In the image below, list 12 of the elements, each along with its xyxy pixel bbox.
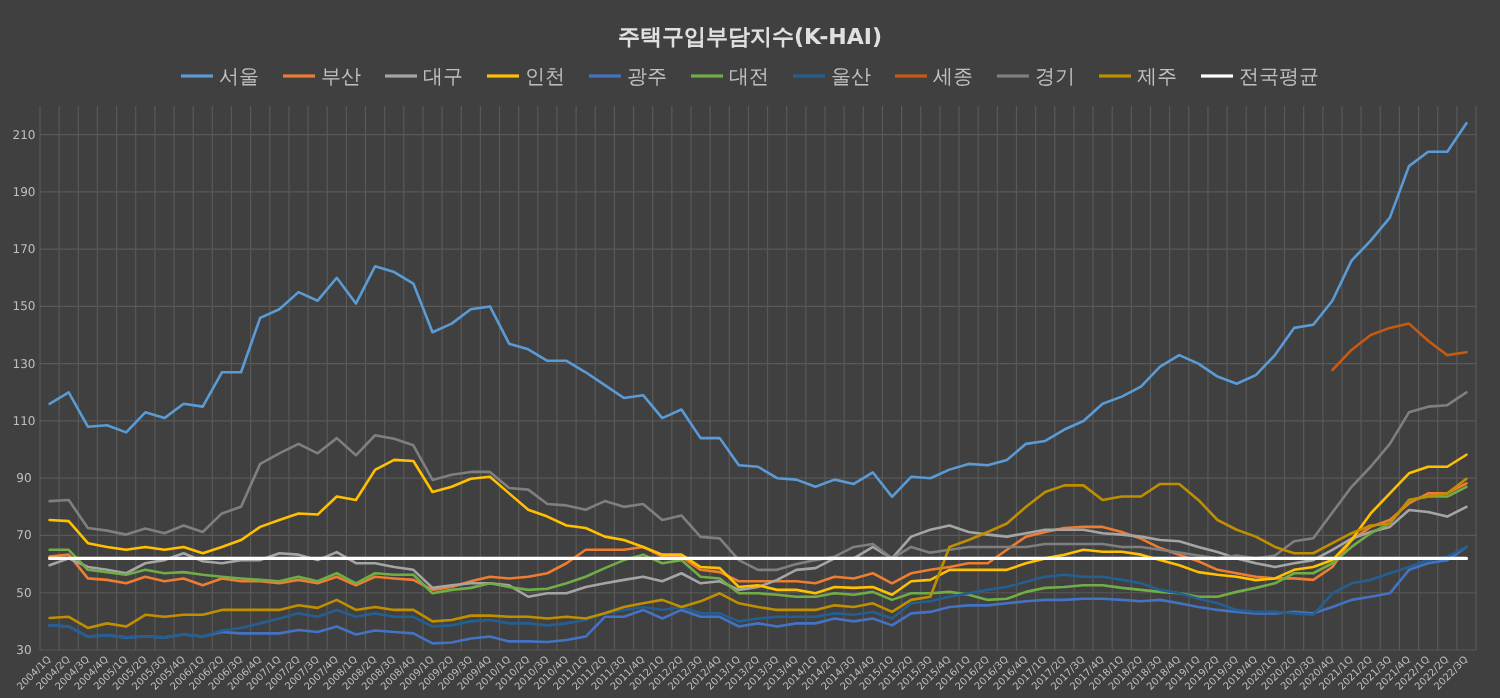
legend-label: 인천 <box>525 67 565 89</box>
legend-label: 제주 <box>1137 67 1177 89</box>
chart-title: 주택구입부담지수(K-HAI) <box>618 24 882 50</box>
legend-label: 서울 <box>219 67 259 89</box>
legend-label: 부산 <box>321 67 361 89</box>
legend-label: 울산 <box>831 67 871 89</box>
legend-label: 대전 <box>729 67 769 89</box>
legend-label: 세종 <box>933 67 973 89</box>
legend-label: 경기 <box>1035 67 1075 89</box>
legend-label: 전국평균 <box>1239 67 1319 89</box>
legend-label: 대구 <box>423 67 463 89</box>
legend-label: 광주 <box>627 67 667 89</box>
